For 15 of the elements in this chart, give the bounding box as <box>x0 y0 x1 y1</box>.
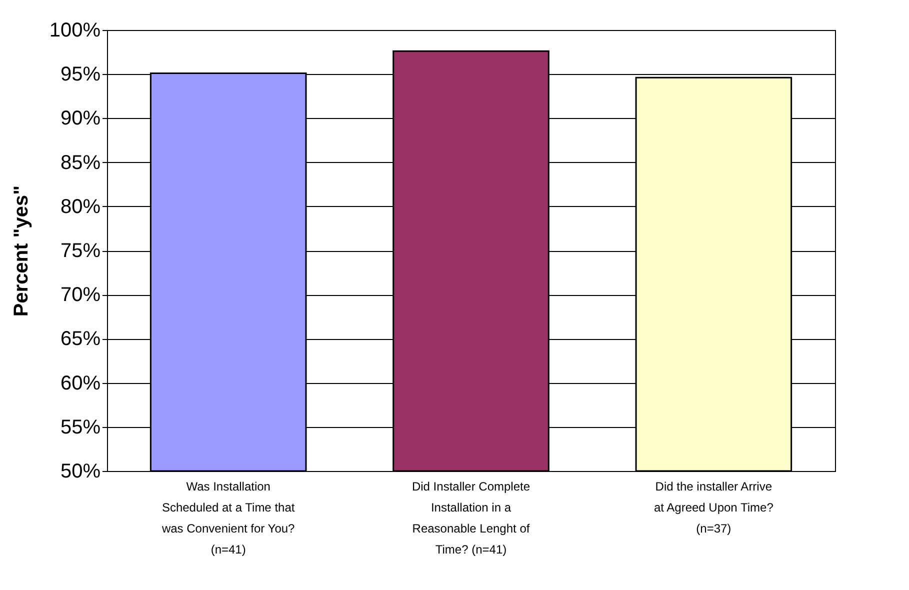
y-tick-label: 75% <box>60 240 101 262</box>
x-tick-label: Was Installation Scheduled at a Time that was Convenient for You? (n=41) <box>160 480 296 556</box>
y-tick-label: 85% <box>60 152 101 174</box>
y-tick-label: 50% <box>60 460 101 482</box>
y-axis-title: Percent "yes" <box>10 185 32 317</box>
x-tick-label: Did Installer Complete Installation in a Reasonable Lenght of Time? (n=41) <box>412 480 530 556</box>
y-tick-label: 70% <box>60 284 101 306</box>
y-tick-label: 60% <box>60 372 101 394</box>
y-tick-label: 100% <box>49 20 101 42</box>
y-tick-label: 55% <box>60 416 101 438</box>
y-tick-label: 80% <box>60 196 101 218</box>
y-tick-label: 65% <box>60 328 101 350</box>
x-tick-label: Did the installer Arrive at Agreed Upon Time? (n=37) <box>654 480 774 536</box>
y-tick-label: 95% <box>60 64 101 86</box>
y-tick-label: 90% <box>60 108 101 130</box>
